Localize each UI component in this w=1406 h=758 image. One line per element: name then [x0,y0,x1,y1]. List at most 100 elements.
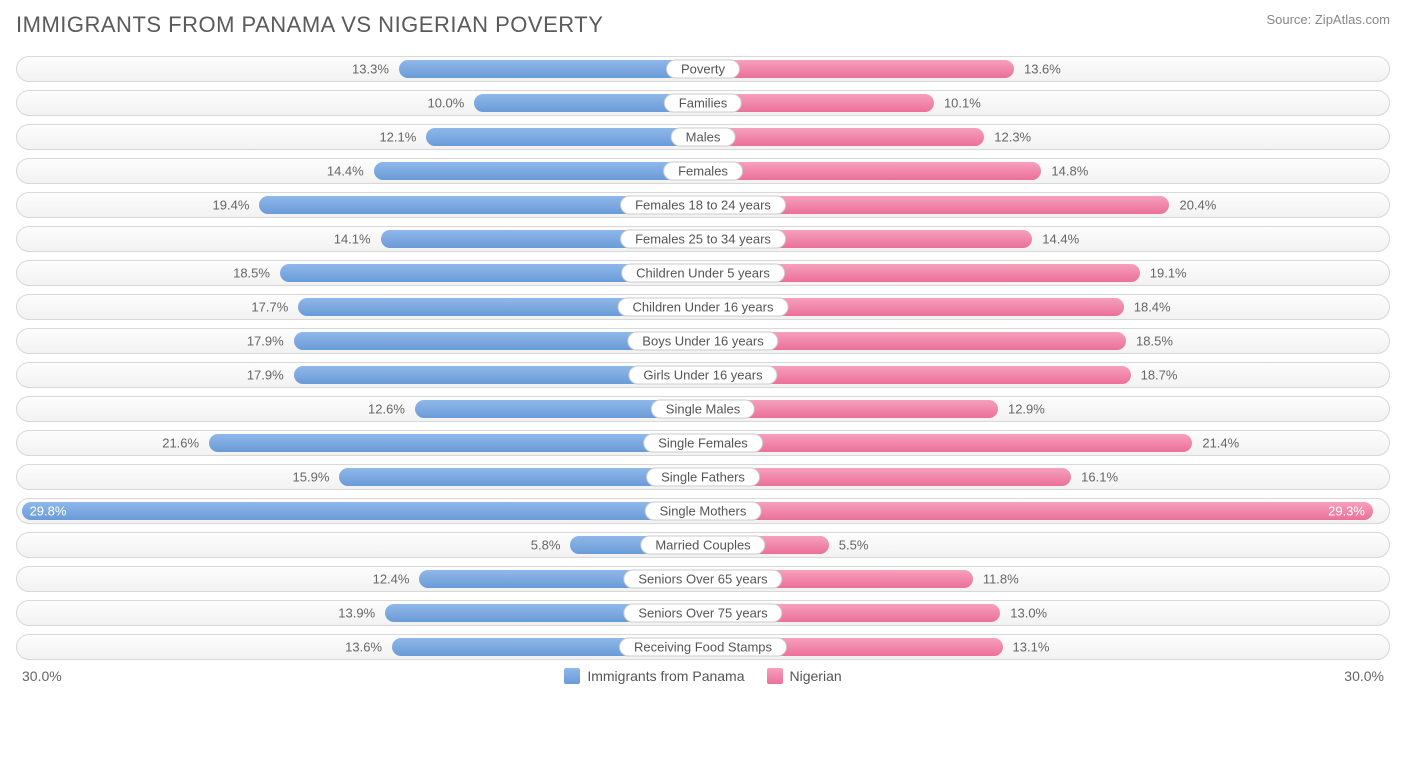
bar-right: 13.6% [703,60,1014,78]
chart-footer: 30.0% Immigrants from Panama Nigerian 30… [16,668,1390,684]
chart-row: 29.8% 29.3% Single Mothers [16,498,1390,524]
category-label: Males [671,128,736,147]
chart-title: IMMIGRANTS FROM PANAMA VS NIGERIAN POVER… [16,12,603,38]
legend-label-left: Immigrants from Panama [587,668,744,684]
chart-row: 10.0% 10.1% Families [16,90,1390,116]
legend-item-left: Immigrants from Panama [564,668,744,684]
half-left: 14.4% [17,159,703,183]
value-label-right: 18.4% [1124,300,1171,315]
half-right: 20.4% [703,193,1389,217]
value-label-right: 10.1% [934,96,981,111]
chart-row: 13.9%13.0%Seniors Over 75 years [16,600,1390,626]
category-label: Single Males [651,400,755,419]
half-right: 13.0% [703,601,1389,625]
chart-row: 15.9%16.1%Single Fathers [16,464,1390,490]
value-label-left: 14.4% [327,164,374,179]
half-right: 18.5% [703,329,1389,353]
half-right: 14.4% [703,227,1389,251]
half-right: 29.3% [703,499,1389,523]
value-label-right: 13.1% [1003,640,1050,655]
value-label-left: 19.4% [213,198,260,213]
bar-left: 13.3% [399,60,703,78]
bar-left: 21.6% [209,434,703,452]
bar-left: 29.8% [22,502,703,520]
value-label-left: 12.4% [373,572,420,587]
value-label-right: 14.8% [1041,164,1088,179]
half-left: 12.1% [17,125,703,149]
value-label-left: 17.7% [251,300,298,315]
value-label-right: 12.3% [984,130,1031,145]
category-label: Single Females [643,434,763,453]
chart-row: 19.4% 20.4%Females 18 to 24 years [16,192,1390,218]
half-right: 18.4% [703,295,1389,319]
half-left: 13.3% [17,57,703,81]
legend: Immigrants from Panama Nigerian [564,668,841,684]
value-label-left: 10.0% [427,96,474,111]
value-label-right: 12.9% [998,402,1045,417]
half-left: 21.6% [17,431,703,455]
half-left: 29.8% [17,499,703,523]
axis-max-left: 30.0% [22,668,62,684]
value-label-right: 13.6% [1014,62,1061,77]
half-left: 18.5% [17,261,703,285]
chart-row: 17.9%18.7%Girls Under 16 years [16,362,1390,388]
chart-row: 17.7% 18.4% Children Under 16 years [16,294,1390,320]
half-right: 13.1% [703,635,1389,659]
category-label: Seniors Over 65 years [623,570,782,589]
bar-right: 12.3% [703,128,984,146]
half-right: 10.1% [703,91,1389,115]
chart-row: 18.5% 19.1% Children Under 5 years [16,260,1390,286]
half-left: 5.8% [17,533,703,557]
value-label-left: 12.1% [379,130,426,145]
value-label-right: 18.5% [1126,334,1173,349]
value-label-left: 17.9% [247,334,294,349]
half-right: 14.8% [703,159,1389,183]
value-label-left: 15.9% [293,470,340,485]
category-label: Females [663,162,743,181]
value-label-left: 21.6% [162,436,209,451]
value-label-right: 29.3% [1328,504,1365,519]
value-label-left: 18.5% [233,266,280,281]
value-label-left: 13.9% [338,606,385,621]
half-right: 12.3% [703,125,1389,149]
value-label-right: 21.4% [1192,436,1239,451]
chart-row: 17.9% 18.5% Boys Under 16 years [16,328,1390,354]
value-label-left: 13.3% [352,62,399,77]
value-label-right: 11.8% [973,572,1019,587]
swatch-right [767,668,783,684]
category-label: Families [664,94,742,113]
category-label: Boys Under 16 years [627,332,778,351]
half-left: 17.7% [17,295,703,319]
half-left: 14.1% [17,227,703,251]
half-right: 16.1% [703,465,1389,489]
category-label: Children Under 16 years [618,298,789,317]
half-right: 5.5% [703,533,1389,557]
value-label-left: 17.9% [247,368,294,383]
category-label: Females 18 to 24 years [620,196,786,215]
category-label: Poverty [666,60,740,79]
category-label: Single Mothers [645,502,762,521]
value-label-left: 29.8% [30,504,67,519]
chart-row: 12.4% 11.8% Seniors Over 65 years [16,566,1390,592]
half-left: 13.6% [17,635,703,659]
chart-row: 5.8%5.5%Married Couples [16,532,1390,558]
half-left: 12.6% [17,397,703,421]
value-label-left: 12.6% [368,402,415,417]
half-left: 17.9% [17,363,703,387]
bar-right: 21.4% [703,434,1192,452]
chart-row: 14.1%14.4%Females 25 to 34 years [16,226,1390,252]
value-label-right: 19.1% [1140,266,1187,281]
chart-row: 12.1%12.3%Males [16,124,1390,150]
axis-max-right: 30.0% [1344,668,1384,684]
value-label-right: 14.4% [1032,232,1079,247]
value-label-left: 13.6% [345,640,392,655]
half-right: 21.4% [703,431,1389,455]
chart-header: IMMIGRANTS FROM PANAMA VS NIGERIAN POVER… [16,12,1390,38]
chart-row: 13.6% 13.1% Receiving Food Stamps [16,634,1390,660]
category-label: Married Couples [640,536,765,555]
category-label: Receiving Food Stamps [619,638,787,657]
value-label-right: 13.0% [1000,606,1047,621]
legend-item-right: Nigerian [767,668,842,684]
category-label: Children Under 5 years [621,264,785,283]
half-left: 19.4% [17,193,703,217]
